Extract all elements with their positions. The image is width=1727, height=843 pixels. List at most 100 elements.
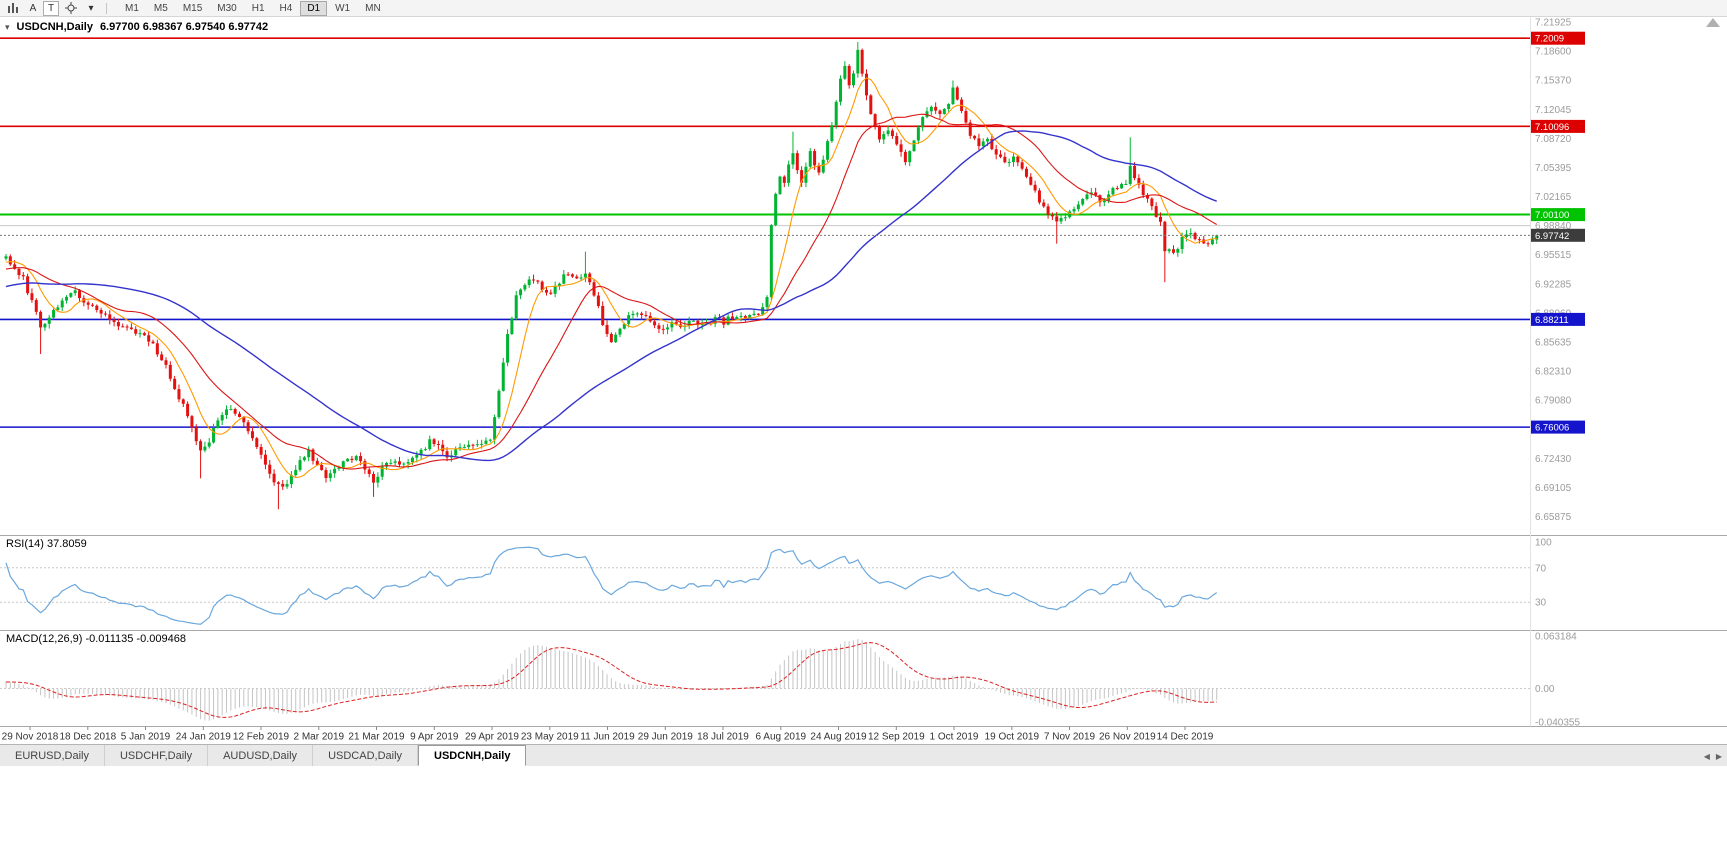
rsi-axis-labels: 100 70 30: [1535, 538, 1552, 609]
tab-audusd[interactable]: AUDUSD,Daily: [208, 745, 314, 766]
svg-text:18 Dec 2018: 18 Dec 2018: [59, 732, 116, 743]
svg-text:100: 100: [1535, 538, 1552, 549]
svg-text:21 Mar 2019: 21 Mar 2019: [348, 732, 405, 743]
one-click-trading-toggle[interactable]: ▾: [5, 21, 10, 32]
timeframe-m5-button[interactable]: M5: [147, 1, 175, 16]
svg-text:14 Dec 2019: 14 Dec 2019: [1157, 732, 1214, 743]
tab-scroll-left-button[interactable]: ◀: [1703, 751, 1710, 761]
chevron-down-icon: ▾: [88, 2, 94, 14]
macd-signal-line: [6, 642, 1217, 718]
chart-toolbar: A T ▾ M1 M5 M15 M30 H1 H4 D1 W1 MN: [0, 0, 1727, 17]
chart-title: ▾ USDCNH,Daily 6.97700 6.98367 6.97540 6…: [5, 21, 268, 33]
svg-text:6.79080: 6.79080: [1535, 396, 1572, 407]
svg-text:26 Nov 2019: 26 Nov 2019: [1099, 732, 1156, 743]
auto-scroll-button[interactable]: A: [25, 1, 41, 16]
tab-eurusd[interactable]: EURUSD,Daily: [0, 745, 105, 766]
bar-chart-icon[interactable]: [3, 1, 23, 16]
tabs: EURUSD,Daily USDCHF,Daily AUDUSD,Daily USDC…: [0, 745, 527, 766]
svg-text:6.76006: 6.76006: [1535, 423, 1569, 434]
svg-text:0.063184: 0.063184: [1535, 632, 1577, 643]
scale-marker-icon[interactable]: [1706, 18, 1720, 27]
timeframe-w1-button[interactable]: W1: [328, 1, 357, 16]
svg-text:6.85635: 6.85635: [1535, 338, 1572, 349]
timeframe-m30-button[interactable]: M30: [210, 1, 243, 16]
macd-histogram: [5, 638, 1218, 721]
svg-text:6.69105: 6.69105: [1535, 483, 1572, 494]
tab-scroll-buttons: ◀ ▶: [1704, 745, 1722, 767]
tab-usdcad[interactable]: USDCAD,Daily: [313, 745, 419, 766]
current-price-badge: [1531, 228, 1585, 242]
svg-text:30: 30: [1535, 598, 1547, 609]
svg-text:6.92285: 6.92285: [1535, 279, 1572, 290]
svg-text:23 May 2019: 23 May 2019: [521, 732, 579, 743]
pane-splitters[interactable]: [0, 535, 1727, 727]
svg-text:7.10096: 7.10096: [1535, 122, 1569, 133]
chart-symbol-label: USDCNH,Daily: [16, 21, 93, 33]
timeframe-h1-button[interactable]: H1: [245, 1, 272, 16]
svg-text:7.02165: 7.02165: [1535, 192, 1572, 203]
svg-text:7.12045: 7.12045: [1535, 105, 1572, 116]
tab-usdcnh[interactable]: USDCNH,Daily: [418, 745, 527, 766]
svg-text:6.97742: 6.97742: [1535, 231, 1569, 242]
svg-text:18 Jul 2019: 18 Jul 2019: [697, 732, 749, 743]
toolbar-separator: [106, 2, 107, 14]
date-axis-labels[interactable]: 29 Nov 2018 18 Dec 2018 5 Jan 2019 24 Jan 2…: [2, 726, 1214, 743]
svg-text:11 Jun 2019: 11 Jun 2019: [580, 732, 635, 743]
horizontal-price-lines[interactable]: [0, 37, 1530, 428]
ma-mid-line: [5, 113, 1217, 470]
svg-text:1 Oct 2019: 1 Oct 2019: [930, 732, 979, 743]
svg-text:0.00: 0.00: [1535, 684, 1555, 695]
svg-text:6.65875: 6.65875: [1535, 512, 1572, 523]
chart-area[interactable]: 7.21925 7.18600 7.15370 7.12045 7.08720 7.053…: [0, 17, 1727, 744]
svg-text:7.2009: 7.2009: [1535, 34, 1564, 45]
chart-ohlc-values: 6.97700 6.98367 6.97540 6.97742: [99, 21, 269, 33]
text-tool-button[interactable]: T: [43, 0, 59, 16]
svg-text:7.21925: 7.21925: [1535, 18, 1572, 29]
timeframe-m15-button[interactable]: M15: [176, 1, 209, 16]
crosshair-icon: [65, 2, 77, 14]
svg-text:9 Apr 2019: 9 Apr 2019: [410, 732, 459, 743]
svg-text:7.05395: 7.05395: [1535, 163, 1572, 174]
svg-text:5 Jan 2019: 5 Jan 2019: [121, 732, 171, 743]
draw-tools-dropdown-button[interactable]: ▾: [83, 1, 99, 16]
svg-text:-0.040355: -0.040355: [1535, 718, 1580, 729]
svg-text:29 Nov 2018: 29 Nov 2018: [2, 732, 59, 743]
timeframe-mn-button[interactable]: MN: [358, 1, 388, 16]
svg-text:70: 70: [1535, 563, 1547, 574]
crosshair-button[interactable]: [61, 1, 81, 16]
rsi-level-lines: [0, 567, 1530, 603]
price-badges: 7.2009 7.10096 7.00100 6.88211 6.76006 6.9774…: [1531, 31, 1585, 434]
macd-axis-labels: 0.063184 0.00 -0.040355: [1535, 632, 1580, 729]
timeframe-h4-button[interactable]: H4: [273, 1, 300, 16]
svg-text:7.18600: 7.18600: [1535, 47, 1572, 58]
candles: [4, 42, 1219, 510]
svg-text:6.72430: 6.72430: [1535, 454, 1572, 465]
timeframe-d1-button[interactable]: D1: [300, 0, 328, 16]
rsi-indicator-label: RSI(14) 37.8059: [6, 538, 87, 550]
svg-text:12 Sep 2019: 12 Sep 2019: [868, 732, 925, 743]
tab-usdchf[interactable]: USDCHF,Daily: [104, 745, 209, 766]
svg-text:7.00100: 7.00100: [1535, 210, 1569, 221]
svg-text:24 Jan 2019: 24 Jan 2019: [176, 732, 231, 743]
rsi-line: [5, 546, 1218, 625]
svg-text:12 Feb 2019: 12 Feb 2019: [233, 732, 290, 743]
timeframe-m1-button[interactable]: M1: [118, 1, 146, 16]
svg-text:29 Apr 2019: 29 Apr 2019: [465, 732, 519, 743]
bar-chart-icon-glyph: [8, 3, 18, 13]
svg-text:6.95515: 6.95515: [1535, 250, 1572, 261]
svg-text:7.08720: 7.08720: [1535, 134, 1572, 145]
tab-scroll-right-button[interactable]: ▶: [1715, 751, 1722, 761]
svg-text:7 Nov 2019: 7 Nov 2019: [1044, 732, 1096, 743]
chart-tab-bar: EURUSD,Daily USDCHF,Daily AUDUSD,Daily USDC…: [0, 744, 1727, 766]
svg-text:6.88211: 6.88211: [1535, 315, 1569, 326]
svg-text:29 Jun 2019: 29 Jun 2019: [638, 732, 693, 743]
svg-text:7.15370: 7.15370: [1535, 76, 1572, 87]
macd-indicator-label: MACD(12,26,9) -0.011135 -0.009468: [6, 633, 186, 645]
svg-text:19 Oct 2019: 19 Oct 2019: [985, 732, 1040, 743]
price-axis-labels[interactable]: 7.21925 7.18600 7.15370 7.12045 7.08720 7.053…: [1535, 18, 1572, 524]
timeframe-group: M1 M5 M15 M30 H1 H4 D1 W1 MN: [118, 0, 388, 16]
ma-fast-line: [5, 77, 1217, 479]
svg-text:6.82310: 6.82310: [1535, 367, 1572, 378]
svg-text:6 Aug 2019: 6 Aug 2019: [755, 732, 806, 743]
